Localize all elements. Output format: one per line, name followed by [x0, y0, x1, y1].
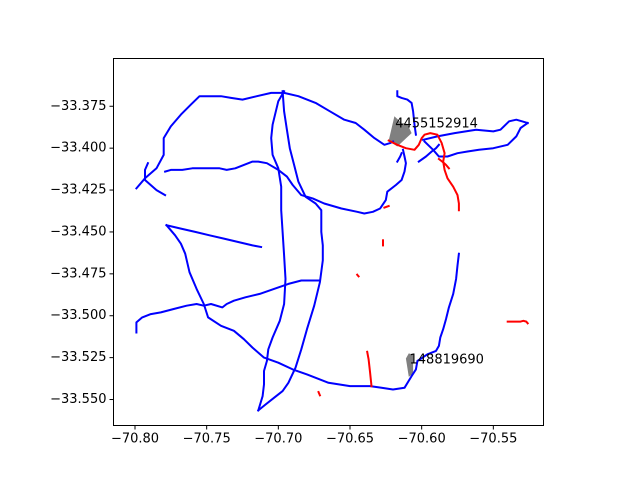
x-axis: −70.80 −70.75 −70.70 −70.65 −70.60 −70.55 — [111, 425, 517, 447]
y-tick-label-4: −33.475 — [50, 266, 106, 281]
road-11 — [395, 151, 403, 163]
road-1 — [256, 90, 324, 412]
area-polygon-0 — [388, 116, 412, 147]
highlighted-road-19 — [317, 390, 322, 397]
road-12 — [417, 143, 441, 163]
highlighted-road-15 — [366, 350, 373, 388]
feature-id-label-0: 4455152914 — [395, 116, 478, 131]
road-3 — [135, 279, 320, 334]
highlighted-road-16 — [383, 204, 390, 209]
area-polygon-1 — [405, 353, 414, 377]
road-5 — [163, 148, 407, 215]
x-tick-label-5: −70.55 — [469, 432, 517, 447]
highlighted-road-14 — [437, 157, 451, 170]
road-network-layer — [134, 89, 530, 412]
y-tick-label-7: −33.550 — [50, 392, 106, 407]
road-10 — [423, 121, 530, 158]
road-7 — [165, 223, 461, 391]
road-9 — [421, 118, 529, 142]
y-tick-label-6: −33.525 — [50, 350, 106, 365]
feature-id-label-1: 148819690 — [410, 353, 484, 368]
y-tick-label-0: −33.375 — [50, 99, 106, 114]
highlighted-road-18 — [355, 273, 361, 278]
road-8 — [396, 90, 418, 136]
y-tick-label-1: −33.400 — [50, 141, 106, 156]
road-2 — [134, 91, 395, 190]
y-tick-label-5: −33.500 — [50, 308, 106, 323]
y-tick-label-2: −33.425 — [50, 183, 106, 198]
polygon-layer — [388, 116, 414, 377]
x-tick-label-4: −70.60 — [398, 432, 446, 447]
road-0 — [257, 89, 287, 412]
x-tick-label-2: −70.70 — [254, 432, 302, 447]
road-4 — [144, 161, 167, 197]
x-tick-label-3: −70.65 — [326, 432, 374, 447]
highlighted-road-13 — [387, 132, 460, 212]
x-tick-label-0: −70.80 — [111, 432, 159, 447]
y-axis: −33.375 −33.400 −33.425 −33.450 −33.475 −33.5… — [50, 99, 114, 407]
road-6 — [165, 223, 263, 249]
annotation-layer: 4455152914 148819690 — [395, 116, 484, 367]
highlighted-road-20 — [506, 319, 530, 325]
axes-frame — [113, 58, 544, 426]
x-tick-label-1: −70.75 — [183, 432, 231, 447]
y-tick-label-3: −33.450 — [50, 224, 106, 239]
